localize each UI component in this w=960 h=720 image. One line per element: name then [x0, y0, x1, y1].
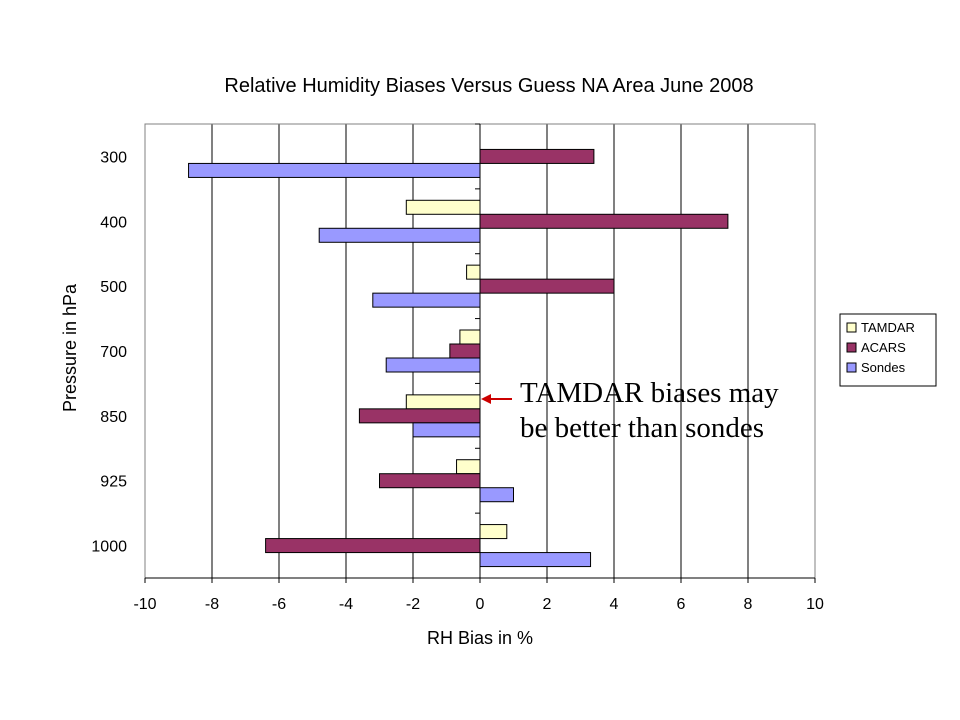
y-tick-label: 400 [100, 214, 127, 231]
annotation-line-1: TAMDAR biases may [520, 377, 779, 409]
annotation-note: TAMDAR biases may be better than sondes [520, 376, 820, 446]
annotation-arrow-head [481, 394, 491, 404]
y-tick-label: 850 [100, 409, 127, 426]
bar-tamdar [405, 199, 481, 215]
bar-acars [358, 408, 481, 424]
x-tick-label: -8 [205, 596, 219, 613]
x-tick-label: 2 [543, 596, 552, 613]
axes [144, 123, 816, 583]
bar-acars [479, 278, 615, 294]
bar-tamdar [479, 524, 508, 540]
legend-label: ACARS [861, 340, 906, 355]
bars [188, 148, 729, 568]
x-axis-label: RH Bias in % [427, 628, 533, 648]
y-tick-labels: 300 400 500 700 850 925 1000 [91, 149, 127, 555]
bar-sondes [318, 227, 481, 243]
chart-title: Relative Humidity Biases Versus Guess NA… [224, 75, 753, 97]
bar-acars [479, 148, 595, 164]
annotation-line-2: be better than sondes [520, 412, 765, 444]
legend-swatch [846, 322, 857, 333]
x-tick-label: -10 [133, 596, 156, 613]
x-tick-label: 0 [476, 596, 485, 613]
y-tick-label: 300 [100, 149, 127, 166]
legend-swatch [846, 342, 857, 353]
bar-tamdar [466, 264, 481, 280]
bar-tamdar [459, 329, 481, 345]
x-tick-label: 8 [744, 596, 753, 613]
legend: TAMDAR ACARS Sondes [839, 313, 937, 387]
y-tick-label: 500 [100, 279, 127, 296]
x-tick-label: -6 [272, 596, 286, 613]
bar-sondes [385, 357, 481, 373]
bar-sondes [188, 162, 481, 178]
bar-sondes [412, 422, 481, 438]
x-tick-label: -4 [339, 596, 353, 613]
x-tick-label: 10 [806, 596, 824, 613]
y-tick-label: 925 [100, 474, 127, 491]
x-tick-label: 6 [677, 596, 686, 613]
legend-label: TAMDAR [861, 320, 915, 335]
y-tick-label: 1000 [91, 539, 127, 556]
bar-sondes [372, 292, 481, 308]
legend-swatch [846, 362, 857, 373]
bar-acars [265, 538, 481, 554]
x-tick-label: 4 [610, 596, 619, 613]
bar-sondes [479, 487, 514, 503]
bar-acars [479, 213, 729, 229]
bar-acars [379, 473, 481, 489]
y-axis-label: Pressure in hPa [60, 283, 80, 412]
bar-tamdar [405, 394, 481, 410]
y-tick-label: 700 [100, 344, 127, 361]
x-tick-labels: -10 -8 -6 -4 -2 0 2 4 6 8 10 [133, 596, 824, 613]
x-tick-label: -2 [406, 596, 420, 613]
bar-acars [449, 343, 481, 359]
bar-sondes [479, 552, 592, 568]
legend-label: Sondes [861, 360, 906, 375]
bar-tamdar [456, 459, 481, 475]
